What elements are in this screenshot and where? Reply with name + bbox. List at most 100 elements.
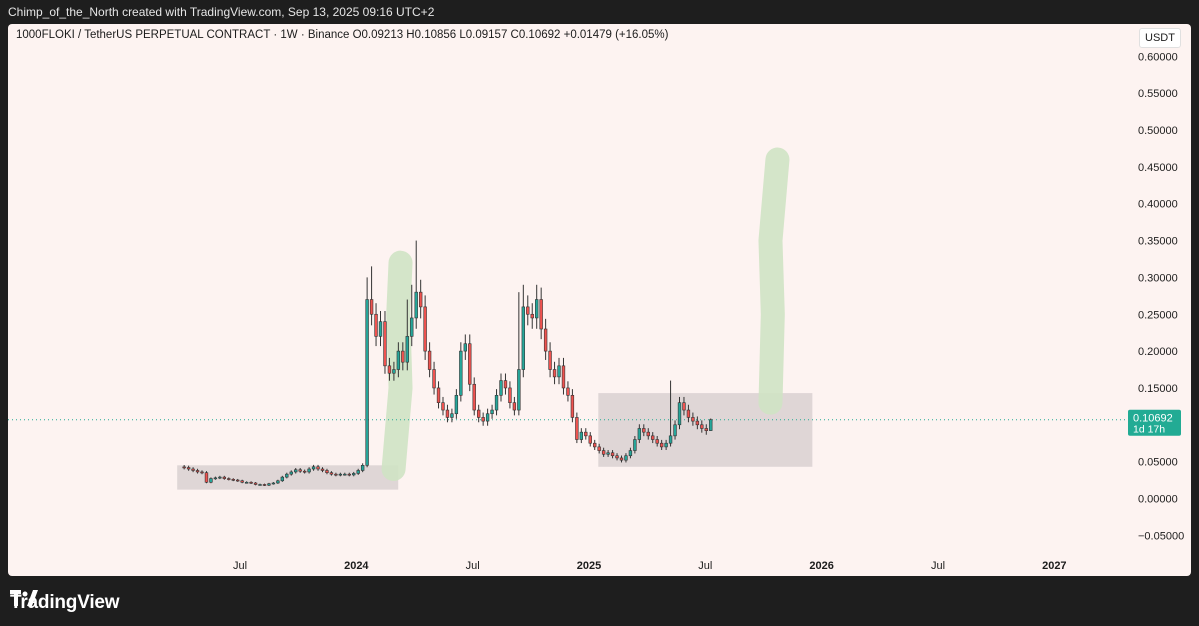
candle-body xyxy=(677,402,682,426)
candle-body xyxy=(410,317,414,337)
candle xyxy=(682,396,686,416)
chart-annotations xyxy=(8,147,1128,490)
candle xyxy=(182,465,186,470)
candle xyxy=(334,472,338,477)
candle-body xyxy=(543,328,548,352)
candle-body xyxy=(628,450,633,457)
candle-body xyxy=(633,439,637,451)
candle xyxy=(240,479,244,484)
brand-name: TradingView xyxy=(10,592,120,613)
candle xyxy=(557,357,561,385)
chart-panel[interactable]: 0.60000 0.55000 0.50000 0.45000 0.40000 0.350… xyxy=(8,24,1191,576)
candle xyxy=(463,334,467,360)
candle xyxy=(494,389,499,416)
range-box xyxy=(177,465,399,490)
candle xyxy=(624,453,628,463)
candle-body xyxy=(423,306,427,352)
candle xyxy=(271,482,276,485)
candle xyxy=(530,303,534,329)
attribution-text: Chimp_of_the_North created with TradingV… xyxy=(8,5,435,19)
candle xyxy=(668,380,673,447)
candle-body xyxy=(186,467,191,470)
candle-body xyxy=(414,291,418,319)
candle xyxy=(601,447,606,457)
candle xyxy=(369,266,374,326)
candle xyxy=(615,453,619,461)
candle-body xyxy=(468,343,472,385)
candle-body xyxy=(619,457,624,461)
candle xyxy=(289,470,293,476)
price-tick-label: 0.45000 xyxy=(1138,162,1178,174)
candle xyxy=(704,424,708,435)
candle-body xyxy=(218,476,222,479)
time-tick-label: Jul xyxy=(466,560,480,572)
candle-body xyxy=(517,369,521,411)
candle xyxy=(566,381,570,402)
candle-body xyxy=(561,365,566,389)
candle-body xyxy=(307,468,311,473)
time-tick-label: 2024 xyxy=(344,560,369,572)
candle xyxy=(619,455,624,463)
candle xyxy=(338,472,343,477)
candle-body xyxy=(503,380,508,389)
candle-body xyxy=(262,484,267,486)
candle xyxy=(325,468,329,475)
candle xyxy=(450,408,454,423)
candle xyxy=(610,450,615,459)
candle-body xyxy=(338,473,343,476)
candle xyxy=(249,481,253,484)
candle-body xyxy=(298,469,302,472)
candle-body xyxy=(200,471,204,474)
candle xyxy=(659,439,664,450)
candle xyxy=(307,467,311,474)
candle-body xyxy=(530,313,534,319)
candle xyxy=(262,483,267,487)
candle xyxy=(535,284,539,329)
candle-body xyxy=(258,484,262,486)
candle-body xyxy=(213,477,218,480)
candle-body xyxy=(700,424,704,429)
price-chart[interactable]: 0.60000 0.55000 0.50000 0.45000 0.40000 0.350… xyxy=(8,24,1191,576)
candle xyxy=(575,412,579,444)
candle-body xyxy=(485,413,490,422)
candle-body xyxy=(276,480,280,484)
candle xyxy=(258,483,262,486)
candle xyxy=(298,468,302,473)
price-tick-label: 0.30000 xyxy=(1138,272,1178,284)
currency-button[interactable]: USDT xyxy=(1139,28,1181,48)
candle xyxy=(374,303,378,347)
candle-body xyxy=(593,442,597,448)
candle-body xyxy=(432,369,436,389)
candle-body xyxy=(222,476,227,479)
candle xyxy=(302,469,307,474)
candle xyxy=(686,404,691,423)
candle xyxy=(222,475,227,480)
candle xyxy=(548,342,552,378)
time-tick-label: Jul xyxy=(931,560,945,572)
candle xyxy=(664,439,668,450)
candle-body xyxy=(343,473,347,476)
candle-body xyxy=(191,468,195,471)
candle-body xyxy=(334,473,338,476)
price-tick-label: 0.55000 xyxy=(1138,88,1178,100)
candle xyxy=(405,299,409,371)
brand-footer[interactable]: TradingView xyxy=(10,590,120,616)
candle xyxy=(231,478,235,482)
candle xyxy=(423,295,427,360)
price-tick-label: 0.50000 xyxy=(1138,125,1178,137)
candle xyxy=(365,277,369,468)
candle-body xyxy=(472,383,476,411)
price-tick-label: 0.35000 xyxy=(1138,236,1178,248)
candle-body xyxy=(285,473,289,478)
candle xyxy=(481,412,485,426)
candle-body xyxy=(302,470,307,473)
candle xyxy=(392,361,396,381)
candle-body xyxy=(709,419,713,431)
candle xyxy=(655,435,659,447)
candle-body xyxy=(320,468,325,471)
candle-body xyxy=(325,470,329,473)
candle xyxy=(512,396,517,416)
candle xyxy=(508,381,512,409)
time-tick-label: 2026 xyxy=(809,560,833,572)
candle xyxy=(356,468,360,475)
